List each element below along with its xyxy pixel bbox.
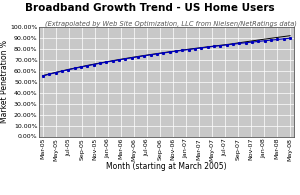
Text: Broadband Growth Trend - US Home Users: Broadband Growth Trend - US Home Users (25, 3, 275, 13)
Text: (Extrapolated by Web Site Optimization, LLC from Nielsen/NetRatings data): (Extrapolated by Web Site Optimization, … (45, 20, 297, 27)
Y-axis label: Market Penetration %: Market Penetration % (0, 40, 9, 123)
X-axis label: Month (starting at March 2005): Month (starting at March 2005) (106, 162, 227, 171)
